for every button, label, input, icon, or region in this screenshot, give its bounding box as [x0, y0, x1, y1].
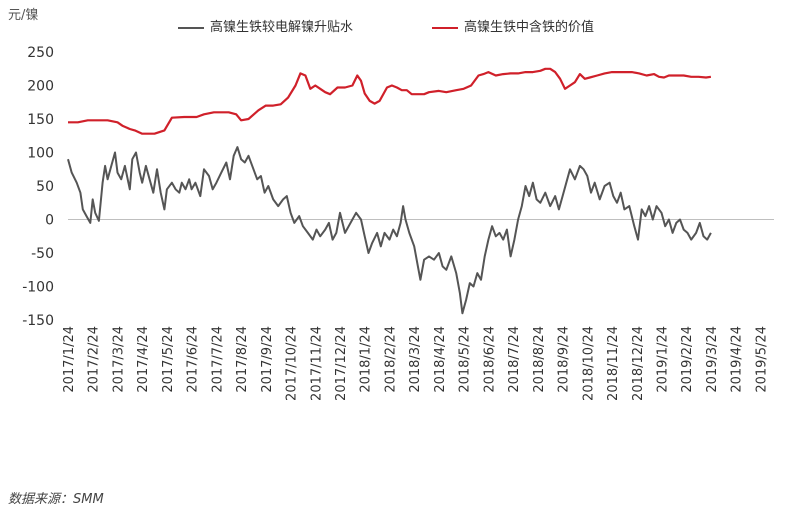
- legend-item-iron-value: 高镍生铁中含铁的价值: [432, 16, 594, 35]
- legend-label-premium: 高镍生铁较电解镍升贴水: [210, 20, 354, 35]
- x-tick-label: 2018/2/24: [383, 326, 398, 393]
- x-tick-label: 2017/10/24: [285, 326, 300, 401]
- x-tick-label: 2018/1/24: [359, 326, 374, 393]
- x-tick-label: 2018/7/24: [507, 326, 522, 393]
- series-line-premium: [67, 146, 712, 315]
- x-axis: 2017/1/24 2017/2/24 2017/3/24 2017/4/24 2017…: [62, 326, 769, 401]
- legend-label-iron-value: 高镍生铁中含铁的价值: [464, 20, 595, 35]
- legend-swatch-gray: [178, 26, 204, 29]
- source-note: 数据来源：SMM: [8, 492, 104, 507]
- legend-item-premium: 高镍生铁较电解镍升贴水: [178, 16, 353, 35]
- y-tick-label: 0: [45, 213, 54, 229]
- x-tick-label: 2018/9/24: [557, 326, 572, 393]
- x-tick-label: 2017/9/24: [260, 326, 275, 393]
- x-tick-label: 2017/2/24: [87, 326, 102, 393]
- series-lines: [67, 67, 712, 315]
- x-tick-label: 2019/2/24: [680, 326, 695, 393]
- x-tick-label: 2018/4/24: [433, 326, 448, 393]
- legend-swatch-red: [432, 26, 458, 29]
- x-tick-label: 2017/6/24: [186, 326, 201, 393]
- y-tick-label: -50: [31, 246, 54, 262]
- x-tick-label: 2018/10/24: [581, 326, 596, 401]
- x-tick-label: 2017/8/24: [235, 326, 250, 393]
- x-tick-label: 2018/11/24: [606, 326, 621, 401]
- y-axis-unit-label: 元/镍: [8, 8, 39, 23]
- x-tick-label: 2017/1/24: [62, 326, 77, 393]
- x-tick-label: 2018/5/24: [458, 326, 473, 393]
- y-axis: -150 -100 -50 0 50 100 150 200 250: [22, 45, 54, 329]
- y-tick-label: -100: [22, 280, 54, 296]
- y-tick-label: 200: [27, 79, 54, 95]
- y-tick-label: 100: [27, 146, 54, 162]
- x-tick-label: 2018/12/24: [631, 326, 646, 401]
- x-tick-label: 2017/11/24: [309, 326, 324, 401]
- y-tick-label: -150: [22, 313, 54, 329]
- x-tick-label: 2019/1/24: [655, 326, 670, 393]
- x-tick-label: 2017/5/24: [161, 326, 176, 393]
- y-tick-label: 250: [27, 45, 54, 61]
- x-tick-label: 2019/3/24: [705, 326, 720, 393]
- y-tick-label: 150: [27, 112, 54, 128]
- series-line-iron-value: [68, 67, 712, 135]
- x-tick-label: 2018/8/24: [532, 326, 547, 393]
- x-tick-label: 2019/4/24: [730, 326, 745, 393]
- x-tick-label: 2017/3/24: [111, 326, 126, 393]
- x-tick-label: 2017/7/24: [210, 326, 225, 393]
- x-tick-label: 2017/12/24: [334, 326, 349, 401]
- x-tick-label: 2019/5/24: [754, 326, 769, 393]
- x-tick-label: 2018/6/24: [482, 326, 497, 393]
- x-tick-label: 2018/3/24: [408, 326, 423, 393]
- x-tick-label: 2017/4/24: [136, 326, 151, 393]
- y-tick-label: 50: [36, 179, 54, 195]
